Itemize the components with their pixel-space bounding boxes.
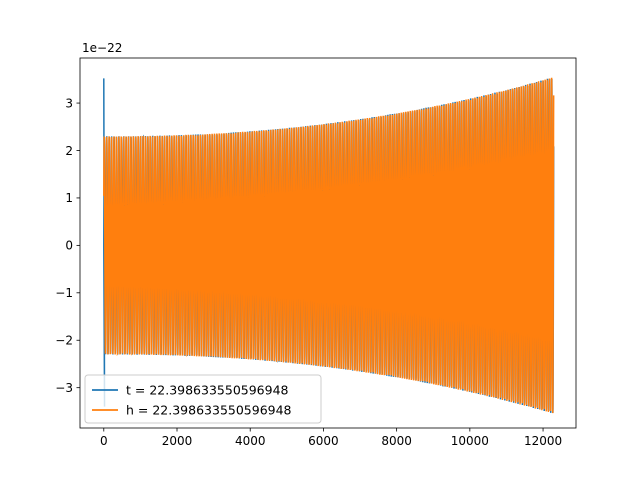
legend-entry: h = 22.398633550596948 bbox=[126, 403, 292, 418]
y-tick-label: 1 bbox=[65, 191, 73, 205]
x-tick-label: 8000 bbox=[381, 434, 412, 448]
x-axis: 0 2000 4000 6000 8000 10000 12000 bbox=[100, 428, 562, 448]
axes-frame bbox=[79, 57, 577, 429]
legend-box bbox=[84, 374, 322, 424]
x-tick-label: 10000 bbox=[451, 434, 489, 448]
y-tick-label: −2 bbox=[55, 334, 73, 348]
y-tick-label: 3 bbox=[65, 96, 73, 110]
x-tick-label: 4000 bbox=[235, 434, 266, 448]
x-tick-label: 0 bbox=[100, 434, 108, 448]
series-line-2 bbox=[103, 77, 555, 414]
x-tick-label: 12000 bbox=[524, 434, 562, 448]
y-tick-label: −3 bbox=[55, 381, 73, 395]
series-layer bbox=[103, 77, 555, 414]
legend: t = 22.398633550596948 h = 22.39863355059… bbox=[84, 374, 322, 424]
y-tick-label: 2 bbox=[65, 144, 73, 158]
x-tick-label: 6000 bbox=[308, 434, 339, 448]
y-offset-label: 1e−22 bbox=[82, 41, 122, 55]
x-tick-label: 2000 bbox=[162, 434, 193, 448]
legend-entry: t = 22.398633550596948 bbox=[126, 383, 289, 398]
y-tick-label: 0 bbox=[65, 239, 73, 253]
y-tick-label: −1 bbox=[55, 286, 73, 300]
y-axis: −3 −2 −1 0 1 2 3 bbox=[55, 96, 80, 395]
